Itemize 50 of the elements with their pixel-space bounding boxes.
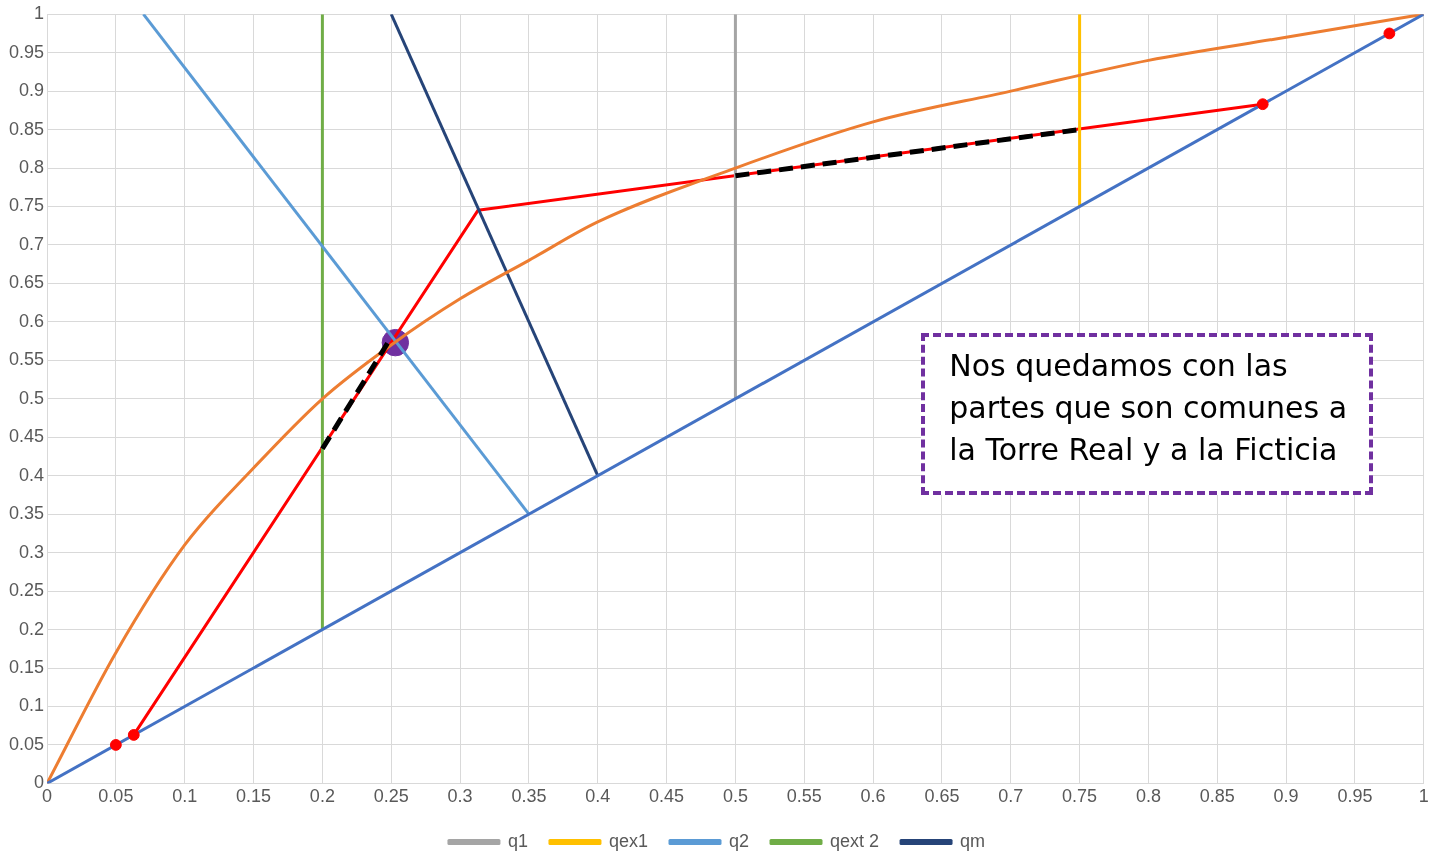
point (127, 729, 140, 741)
x-tick-label: 0.45 (649, 786, 685, 807)
legend-label: qm (960, 830, 986, 851)
point (109, 739, 122, 751)
y-tick-label: 0.45 (8, 426, 45, 447)
y-tick-label: 0.7 (19, 233, 45, 254)
y-tick-label: 0.75 (8, 195, 45, 216)
y-tick-label: 0.65 (8, 272, 45, 293)
y-tick-label: 1 (34, 3, 45, 24)
x-tick-label: 0.7 (998, 786, 1024, 807)
legend-label: qext 2 (830, 830, 880, 851)
legend-label: q1 (507, 830, 528, 851)
x-tick-label: 0.35 (511, 786, 547, 807)
x-tick-label: 0.4 (585, 786, 611, 807)
x-tick-label: 0.55 (786, 786, 822, 807)
y-tick-label: 0.35 (8, 503, 45, 524)
annotation: Nos quedamos con las partes que son comunes a la Torre Real y a la Ficticia (921, 333, 1373, 496)
x-tick-label: 0.2 (309, 786, 335, 807)
y-tick-label: 0.9 (19, 80, 45, 101)
x-tick-label: 0.3 (447, 786, 473, 807)
x-tick-label: 0.95 (1337, 786, 1373, 807)
y-tick-label: 0.25 (8, 580, 45, 601)
x-tick-label: 0.65 (924, 786, 960, 807)
y-tick-label: 0.2 (19, 618, 45, 639)
y-tick-label: 0.05 (8, 733, 45, 754)
y-tick-label: 0.95 (8, 41, 45, 62)
x-tick-label: 0.75 (1062, 786, 1098, 807)
x-tick-label: 0.1 (172, 786, 198, 807)
y-tick-label: 0.55 (8, 349, 45, 370)
x-tick-label: 0.25 (373, 786, 409, 807)
x-tick-label: 0.6 (860, 786, 886, 807)
x-tick-label: 0.9 (1273, 786, 1299, 807)
point (1383, 27, 1396, 40)
y-tick-label: 0.85 (8, 118, 45, 139)
legend-label: q2 (729, 830, 750, 851)
y-tick-label: 0.15 (8, 656, 45, 677)
x-tick-label: 1 (1418, 786, 1429, 807)
y-tick-label: 0.6 (19, 310, 45, 331)
y-tick-label: 0.4 (19, 464, 45, 485)
legend-label: qex1 (608, 830, 649, 851)
y-tick-label: 0.1 (19, 695, 45, 716)
x-tick-label: 0.05 (98, 786, 134, 807)
x-tick-label: 0.85 (1199, 786, 1235, 807)
y-tick-label: 0.8 (19, 157, 45, 178)
y-tick-label: 0.5 (19, 387, 45, 408)
x-tick-label: 0.15 (236, 786, 272, 807)
y-tick-label: 0.3 (19, 541, 45, 562)
x-tick-label: 0.8 (1135, 786, 1161, 807)
x-tick-label: 0.5 (722, 786, 748, 807)
point (1256, 98, 1269, 111)
